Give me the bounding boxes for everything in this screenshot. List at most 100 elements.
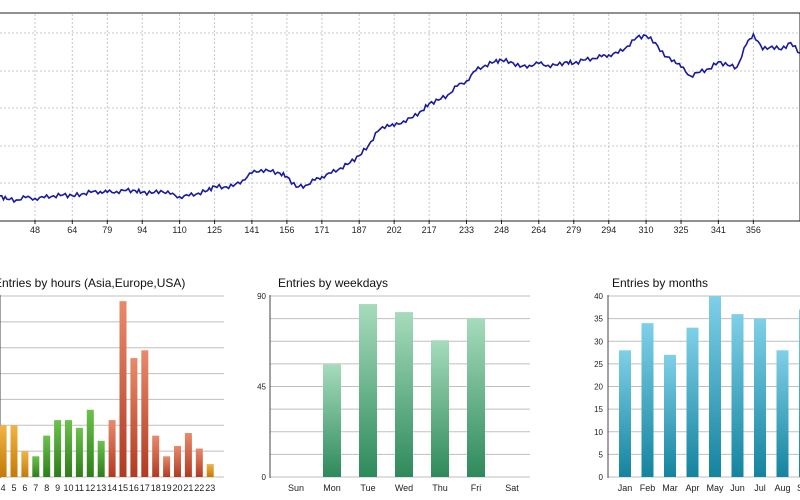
weekdays-bar	[467, 318, 485, 477]
equity-x-tick-label: 125	[207, 225, 222, 235]
months-bars	[619, 296, 800, 477]
equity-x-tick-label: 64	[67, 225, 77, 235]
equity-x-tick-label: 202	[387, 225, 402, 235]
months-x-ticks: Jan Feb Mar Apr May Jun Jul Aug Sep	[618, 483, 800, 493]
equity-x-tick-label: 187	[352, 225, 367, 235]
weekdays-bar	[359, 304, 377, 477]
hours-x-tick-label: 11	[75, 483, 84, 493]
weekdays-chart: Entries by weekdays 0 45 90 Sun Mon Tue Wed Th…	[257, 276, 530, 493]
months-y-tick-label: 20	[594, 383, 603, 392]
months-bar	[641, 323, 654, 477]
equity-frame	[0, 12, 800, 222]
hours-bar	[86, 409, 94, 477]
equity-line	[0, 31, 800, 204]
hours-x-tick-label: 17	[140, 483, 150, 493]
hours-bar	[65, 420, 72, 477]
hours-chart: Entries by hours (Asia,Europe,USA) 01234…	[0, 276, 224, 493]
equity-x-tick-label: 233	[459, 225, 474, 235]
equity-x-tick-label: 94	[137, 225, 147, 235]
weekdays-bar	[431, 340, 449, 477]
months-bar	[731, 314, 744, 477]
hours-bar	[206, 464, 214, 477]
hours-bar	[195, 448, 203, 477]
equity-x-tick-label: 325	[674, 225, 689, 235]
equity-x-tick-label: 356	[746, 225, 761, 235]
hours-x-tick-label: 5	[11, 483, 16, 493]
equity-x-tick-label: 79	[102, 225, 112, 235]
weekdays-x-ticks: Sun Mon Tue Wed Thu Fri Sat	[288, 483, 519, 493]
hours-bar	[97, 440, 105, 477]
hours-x-tick-label: 12	[85, 483, 95, 493]
hours-x-tick-label: 19	[162, 483, 172, 493]
hours-bars	[0, 301, 214, 477]
hours-x-tick-label: 8	[44, 483, 49, 493]
hours-x-tick-label: 15	[118, 483, 128, 493]
months-y-tick-label: 15	[594, 405, 603, 414]
equity-grid	[0, 14, 800, 220]
months-y-tick-label: 10	[594, 428, 603, 437]
equity-x-tick-label: 110	[172, 225, 186, 235]
hours-x-tick-label: 16	[129, 483, 139, 493]
months-y-ticks: 0 5 10 15 20 25 30 35 40	[594, 292, 603, 482]
equity-x-ticks: 48 64 79 94 110 125 141 156 171 187 202 217 233 248 26…	[30, 220, 761, 235]
hours-x-tick-label: 20	[172, 483, 182, 493]
hours-x-tick-label: 9	[55, 483, 60, 493]
months-bar	[619, 350, 631, 477]
weekdays-x-tick-label: Thu	[432, 483, 448, 493]
months-x-tick-label: Jun	[730, 483, 745, 493]
hours-bar	[141, 350, 149, 477]
months-bar	[686, 327, 699, 477]
hours-x-tick-label: 21	[183, 483, 193, 493]
equity-x-tick-label: 217	[422, 225, 437, 235]
weekdays-chart-title: Entries by weekdays	[278, 276, 388, 290]
equity-x-tick-label: 141	[244, 225, 259, 235]
equity-x-tick-label: 341	[711, 225, 726, 235]
months-bar	[709, 296, 721, 477]
equity-x-tick-label: 171	[314, 225, 329, 235]
months-x-tick-label: Apr	[685, 483, 699, 493]
equity-x-tick-label: 294	[601, 225, 616, 235]
weekdays-x-tick-label: Fri	[471, 483, 482, 493]
hours-bar	[184, 433, 192, 477]
hours-bar	[32, 456, 40, 477]
hours-bar	[10, 425, 18, 477]
equity-x-tick-label: 310	[639, 225, 654, 235]
months-x-tick-label: Aug	[774, 483, 790, 493]
hours-x-tick-label: 4	[1, 483, 6, 493]
months-y-tick-label: 30	[594, 337, 603, 346]
months-bar	[754, 318, 766, 477]
equity-chart: 48 64 79 94 110 125 141 156 171 187 202 217 233 248 26…	[0, 12, 800, 235]
months-y-tick-label: 25	[594, 360, 603, 369]
weekdays-bars	[323, 304, 485, 477]
months-chart: Entries by months 0 5 10 15 20 25 30 35 40 Jan Fe…	[594, 276, 800, 493]
weekdays-y-tick-label: 90	[257, 292, 266, 301]
hours-bar	[21, 451, 29, 477]
hours-x-tick-label: 18	[151, 483, 161, 493]
equity-x-tick-label: 156	[279, 225, 294, 235]
weekdays-x-tick-label: Wed	[395, 483, 413, 493]
hours-bar	[130, 358, 138, 477]
months-y-tick-label: 35	[594, 315, 603, 324]
months-x-tick-label: Jan	[618, 483, 633, 493]
hours-bar	[75, 427, 83, 477]
equity-x-tick-label: 279	[566, 225, 581, 235]
weekdays-x-tick-label: Mon	[323, 483, 341, 493]
hours-bar	[54, 420, 62, 477]
hours-bar	[108, 420, 116, 477]
hours-chart-title: Entries by hours (Asia,Europe,USA)	[0, 276, 185, 290]
weekdays-bar	[395, 312, 413, 477]
hours-bar	[43, 435, 51, 477]
equity-x-tick-label: 264	[531, 225, 546, 235]
weekdays-x-tick-label: Sat	[505, 483, 519, 493]
months-x-tick-label: May	[706, 483, 724, 493]
months-bar	[776, 350, 789, 477]
months-x-tick-label: Sep	[797, 483, 800, 493]
weekdays-x-tick-label: Tue	[360, 483, 375, 493]
months-x-tick-label: Jul	[754, 483, 766, 493]
hours-x-tick-label: 6	[22, 483, 27, 493]
months-y-tick-label: 40	[594, 292, 603, 301]
hours-x-tick-label: 10	[63, 483, 73, 493]
months-x-tick-label: Mar	[662, 483, 678, 493]
hours-x-ticks: 01234567891011121314151617181920212223	[1, 483, 216, 493]
